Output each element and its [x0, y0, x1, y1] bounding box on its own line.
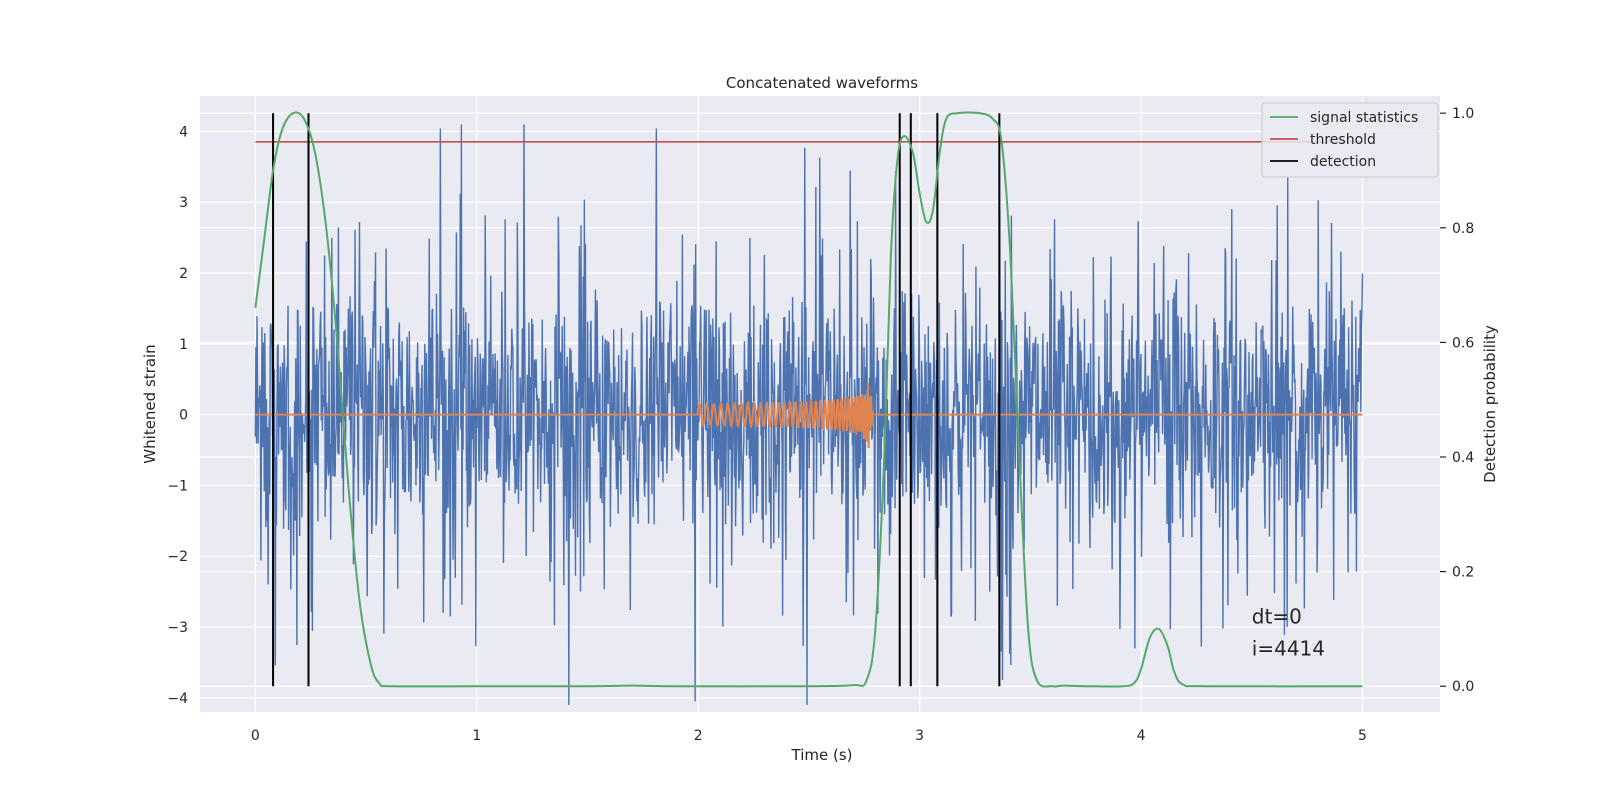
x-tick-label: 2 — [694, 728, 703, 744]
x-tick-label: 0 — [251, 728, 260, 744]
x-tick-label: 3 — [915, 728, 924, 744]
y-axis-ticks: −4 −3 −2 −1 0 1 2 3 4 — [167, 124, 188, 706]
y-tick-label: −3 — [167, 620, 188, 636]
y2-tick-label: 0.8 — [1452, 221, 1474, 237]
x-tick-label: 4 — [1137, 728, 1146, 744]
x-axis-ticks: 0 1 2 3 4 5 — [251, 728, 1367, 744]
chirp-line — [255, 382, 1363, 449]
x-tick-label: 5 — [1358, 728, 1367, 744]
signal-statistics-line — [254, 111, 1363, 688]
y2-axis-ticks: 0.0 0.2 0.4 0.6 0.8 1.0 — [1440, 106, 1474, 695]
y2-tick-label: 1.0 — [1452, 106, 1474, 122]
annotation-dt: dt=0 — [1252, 604, 1302, 628]
signal-statistics-series — [254, 111, 1363, 688]
y-tick-label: 2 — [179, 266, 188, 282]
y-tick-label: −1 — [167, 478, 188, 494]
y2-axis-label: Detection probability — [1481, 325, 1499, 483]
annotation-index: i=4414 — [1252, 636, 1325, 660]
y2-tick-label: 0.0 — [1452, 679, 1474, 695]
detection-series — [272, 113, 1001, 687]
y-tick-label: 0 — [179, 408, 188, 424]
legend: signal statistics threshold detection — [1261, 102, 1439, 178]
legend-box — [1261, 102, 1439, 178]
chart-title: Concatenated waveforms — [726, 74, 918, 92]
y-tick-label: −2 — [167, 549, 188, 565]
y-tick-label: 3 — [179, 195, 188, 211]
y-axis-label: Whitened strain — [141, 344, 159, 463]
legend-label-signal-statistics: signal statistics — [1310, 110, 1418, 126]
y-tick-label: −4 — [167, 691, 188, 707]
y-tick-label: 4 — [179, 124, 188, 140]
x-tick-label: 1 — [472, 728, 481, 744]
legend-label-detection: detection — [1310, 154, 1376, 170]
y-tick-label: 1 — [179, 337, 188, 353]
legend-label-threshold: threshold — [1310, 132, 1376, 148]
x-axis-label: Time (s) — [791, 746, 853, 764]
y2-tick-label: 0.6 — [1452, 335, 1474, 351]
chirp-series — [255, 382, 1363, 449]
y2-tick-label: 0.4 — [1452, 450, 1474, 466]
y2-tick-label: 0.2 — [1452, 565, 1474, 581]
